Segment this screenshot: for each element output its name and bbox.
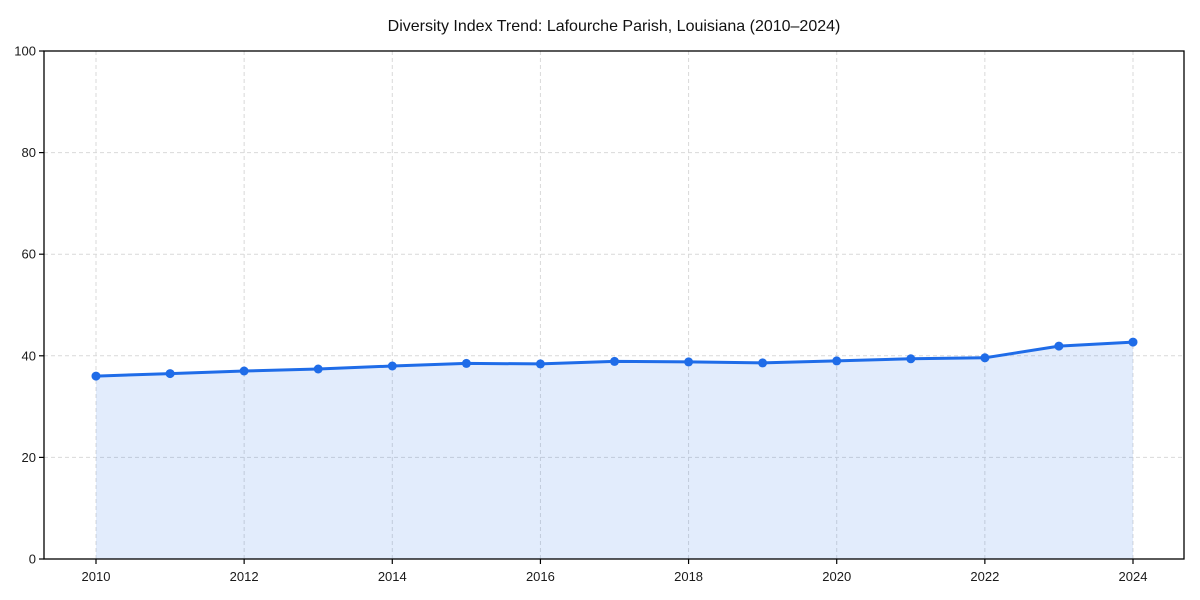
- chart-title: Diversity Index Trend: Lafourche Parish,…: [388, 18, 841, 35]
- data-point-marker-2012: [239, 366, 249, 376]
- x-axis-tick-label-2024: 2024: [1119, 569, 1148, 584]
- area-fill: [96, 342, 1133, 559]
- x-axis-tick-label-2016: 2016: [526, 569, 555, 584]
- data-point-marker-2024: [1128, 337, 1138, 347]
- data-point-marker-2020: [832, 356, 842, 366]
- x-axis-tick-label-2014: 2014: [378, 569, 407, 584]
- plot-area: 0 20 40 60 80 100 2010 2012 2014 2016 2018 2020 2022…: [14, 44, 1185, 584]
- x-axis-tick-label-2010: 2010: [82, 569, 111, 584]
- y-axis-tick-label-80: 80: [22, 145, 36, 160]
- data-point-marker-2016: [535, 359, 545, 369]
- plot-frame: [43, 50, 1185, 560]
- y-axis-tick-label-60: 60: [22, 247, 36, 262]
- data-point-marker-2023: [1054, 341, 1064, 351]
- x-axis-tick-label-2022: 2022: [970, 569, 999, 584]
- y-axis-tick-label-20: 20: [22, 450, 36, 465]
- data-point-marker-2010: [91, 371, 101, 381]
- data-point-marker-2021: [906, 354, 916, 364]
- data-point-marker-2011: [165, 369, 175, 379]
- x-axis-tick-label-2020: 2020: [822, 569, 851, 584]
- data-point-marker-2014: [387, 361, 397, 371]
- x-axis-tick-label-2012: 2012: [230, 569, 259, 584]
- data-point-marker-2017: [610, 356, 619, 366]
- y-axis-tick-label-40: 40: [22, 348, 36, 363]
- data-point-marker-2022: [980, 353, 990, 363]
- data-point-marker-2013: [313, 364, 323, 374]
- data-point-marker-2015: [461, 358, 471, 368]
- data-point-marker-2019: [758, 358, 768, 368]
- data-point-marker-2018: [684, 357, 694, 367]
- y-axis-tick-label-0: 0: [29, 552, 36, 567]
- x-axis-tick-label-2018: 2018: [674, 569, 703, 584]
- y-axis-tick-label-100: 100: [14, 44, 36, 59]
